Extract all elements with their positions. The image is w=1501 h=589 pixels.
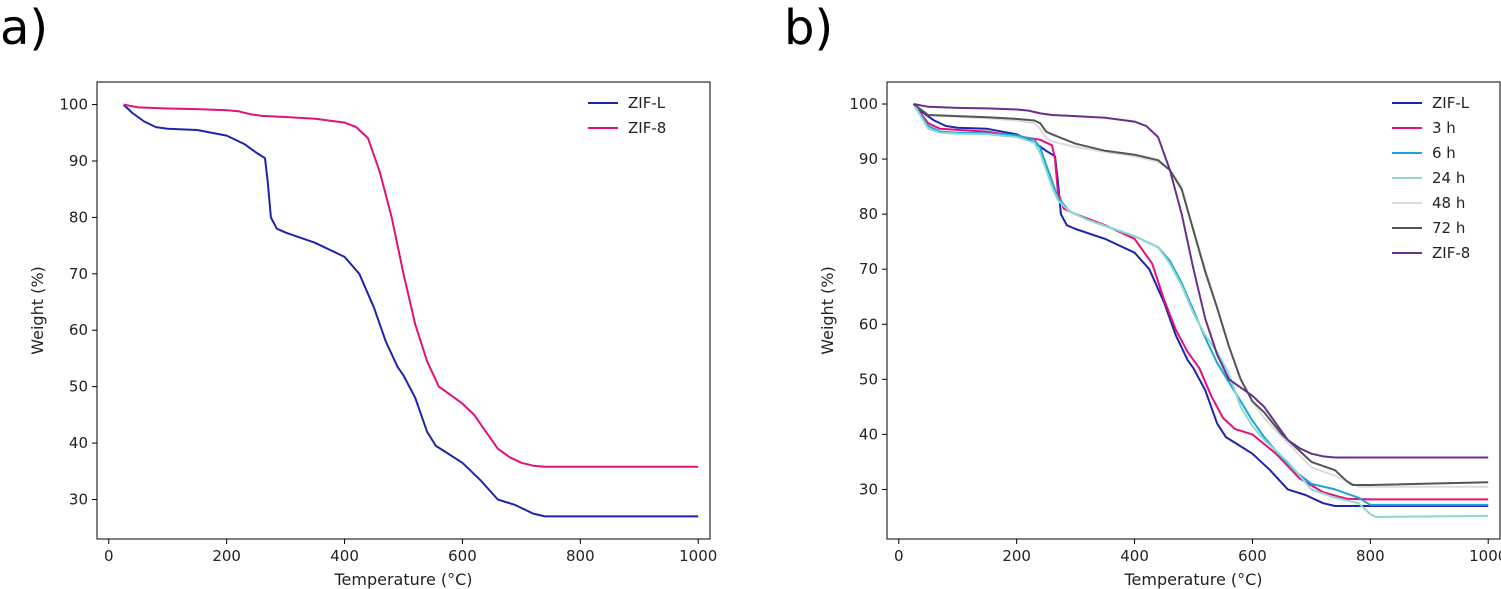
plot-frame [886,81,1501,540]
chart-panel-a: 0 200 400 600 800 1000 30 40 50 60 70 80 90 100 Temper… [28,81,717,589]
y-tick-label: 90 [859,150,878,168]
x-axis-label: Temperature (°C) [333,570,472,589]
x-tick-label: 400 [1120,547,1149,565]
legend-label: 3 h [1432,119,1456,137]
series-line-zif-8 [123,103,699,468]
y-tick-label: 40 [859,425,878,443]
y-tick-label: 100 [59,96,88,114]
x-tick-label: 800 [1356,547,1385,565]
legend-label: 72 h [1432,219,1465,237]
legend-label: 24 h [1432,169,1465,187]
y-tick-label: 60 [69,321,88,339]
panel-label-a: a) [0,0,49,56]
series-line-48-h [912,103,1489,488]
panel-label-b: b) [784,0,834,56]
y-tick-label: 100 [849,95,878,113]
x-tick-label: 400 [330,547,359,565]
x-axis-label: Temperature (°C) [1123,570,1262,589]
series-line-72-h [912,103,1489,486]
x-tick-label: 600 [1238,547,1267,565]
x-tick-label: 0 [104,547,114,565]
x-tick-label: 200 [1002,547,1031,565]
y-tick-label: 80 [69,208,88,226]
y-tick-label: 30 [69,491,88,509]
y-axis-label: Weight (%) [818,266,837,355]
legend-label: ZIF-L [1432,94,1470,112]
x-tick-label: 1000 [679,547,717,565]
legend-label: ZIF-8 [628,119,666,137]
series-line-zif-l [122,103,699,518]
x-tick-label: 0 [894,547,904,565]
x-tick-label: 600 [448,547,477,565]
series-line-6-h [912,103,1489,506]
legend-label: 48 h [1432,194,1465,212]
y-tick-label: 30 [859,480,878,498]
y-tick-label: 80 [859,205,878,223]
y-tick-label: 50 [69,378,88,396]
legend-label: 6 h [1432,144,1456,162]
x-tick-label: 1000 [1469,547,1501,565]
y-axis-label: Weight (%) [28,266,47,355]
legend: ZIF-L 3 h 6 h 24 h 48 h 72 h ZIF-8 [1392,94,1470,262]
series-line-zif-8 [913,103,1489,459]
y-tick-label: 40 [69,434,88,452]
y-tick-label: 50 [859,370,878,388]
y-tick-label: 70 [859,260,878,278]
x-tick-label: 800 [566,547,595,565]
series-line-zif-l [912,103,1489,507]
legend-label: ZIF-L [628,94,666,112]
legend-label: ZIF-8 [1432,244,1470,262]
series-line-24-h [912,103,1489,518]
legend: ZIF-L ZIF-8 [588,94,666,137]
y-tick-label: 70 [69,265,88,283]
x-tick-label: 200 [212,547,241,565]
chart-panel-b: 0 200 400 600 800 1000 30 40 50 60 70 80 90 100 Temper… [818,81,1501,589]
plot-frame [96,81,711,540]
y-tick-label: 90 [69,152,88,170]
y-tick-label: 60 [859,315,878,333]
